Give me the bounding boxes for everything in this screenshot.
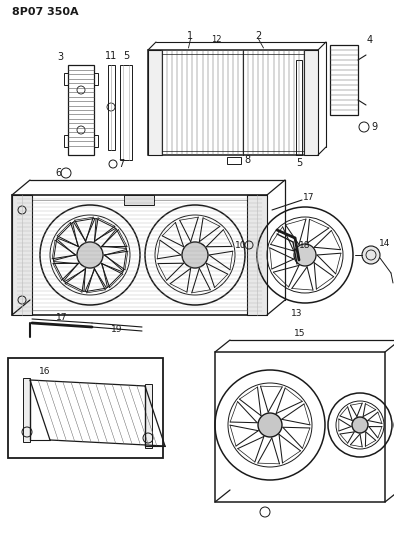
Text: 8P07 350A: 8P07 350A: [12, 7, 79, 17]
Bar: [148, 50, 318, 155]
Bar: [64, 135, 68, 147]
Bar: [145, 384, 152, 448]
Text: 13: 13: [291, 309, 303, 318]
Circle shape: [294, 244, 316, 266]
Text: 8: 8: [244, 155, 250, 165]
Text: 2: 2: [255, 31, 262, 41]
Bar: [304, 50, 318, 155]
Text: 19: 19: [111, 325, 123, 334]
Bar: [12, 195, 267, 315]
Bar: [124, 195, 154, 205]
Circle shape: [258, 413, 282, 437]
Bar: [12, 195, 32, 315]
Circle shape: [77, 242, 103, 268]
Text: 7: 7: [118, 159, 124, 169]
Text: 1: 1: [188, 31, 193, 41]
Bar: [296, 60, 302, 155]
Text: 3: 3: [57, 52, 63, 62]
Circle shape: [182, 242, 208, 268]
Bar: [94, 135, 98, 147]
Text: 5: 5: [296, 158, 302, 168]
Text: 17: 17: [303, 193, 315, 203]
Bar: [247, 195, 267, 315]
Text: 12: 12: [211, 36, 221, 44]
Text: 11: 11: [105, 51, 117, 61]
Circle shape: [362, 246, 380, 264]
Text: 4: 4: [367, 35, 373, 45]
Bar: [120, 65, 132, 160]
Bar: [330, 45, 358, 115]
Bar: [64, 73, 68, 85]
Circle shape: [352, 417, 368, 433]
Bar: [68, 65, 94, 155]
Bar: [94, 73, 98, 85]
Text: 17: 17: [56, 313, 68, 322]
Bar: [23, 378, 30, 442]
Bar: [215, 352, 385, 502]
Bar: [17, 200, 262, 310]
Bar: [8, 358, 163, 458]
Text: 6: 6: [55, 168, 61, 178]
Text: 10: 10: [235, 240, 247, 249]
Text: 18: 18: [299, 240, 311, 249]
Bar: [148, 50, 162, 155]
Text: 16: 16: [39, 367, 51, 376]
Bar: [227, 157, 241, 164]
Text: 5: 5: [123, 51, 129, 61]
Text: 14: 14: [379, 238, 391, 247]
Bar: [108, 65, 115, 150]
Text: 15: 15: [294, 329, 306, 338]
Text: 9: 9: [371, 122, 377, 132]
